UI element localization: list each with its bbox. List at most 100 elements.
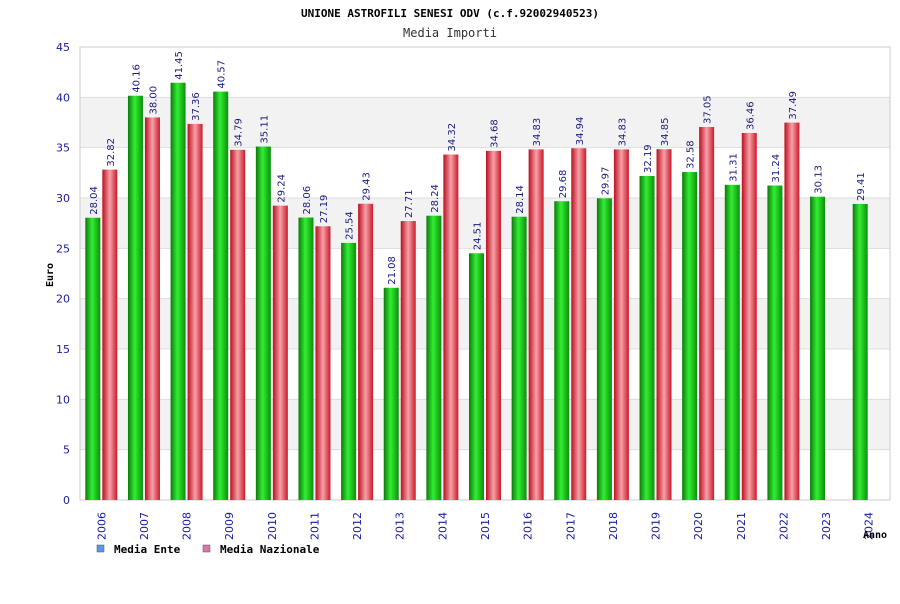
y-axis-label: Euro [45, 263, 56, 287]
bar-media-ente-2021 [724, 184, 740, 500]
data-label: 29.97 [600, 167, 611, 196]
data-label: 21.08 [387, 256, 398, 285]
data-label: 31.31 [728, 153, 739, 182]
data-label: 34.83 [532, 118, 543, 147]
bar-media-nazionale-2017 [571, 148, 587, 500]
x-tick-label: 2014 [436, 512, 449, 540]
x-tick-label: 2019 [650, 512, 663, 540]
x-tick-label: 2011 [308, 512, 321, 540]
data-label: 34.79 [234, 118, 245, 147]
bar-media-nazionale-2022 [784, 122, 800, 500]
bars-group [85, 82, 868, 501]
y-tick-label: 15 [56, 343, 70, 356]
data-label: 40.16 [131, 64, 142, 93]
y-tick-label: 10 [56, 393, 70, 406]
x-tick-label: 2020 [692, 512, 705, 540]
y-axis: 0 5 10 15 20 25 30 35 40 45 [56, 41, 70, 507]
bar-media-ente-2017 [554, 201, 570, 501]
data-label: 29.41 [856, 172, 867, 201]
bar-media-nazionale-2019 [656, 149, 672, 500]
data-label: 27.71 [404, 189, 415, 218]
bar-media-nazionale-2008 [187, 123, 203, 500]
y-tick-label: 20 [56, 293, 70, 306]
bar-media-ente-2024 [852, 203, 868, 500]
y-tick-label: 40 [56, 91, 70, 104]
x-tick-label: 2008 [181, 512, 194, 540]
x-tick-label: 2012 [351, 512, 364, 540]
data-label: 35.11 [259, 115, 270, 144]
data-label: 37.49 [788, 91, 799, 120]
data-label: 38.00 [148, 86, 159, 115]
x-tick-label: 2006 [95, 512, 108, 540]
bar-media-nazionale-2020 [699, 127, 715, 500]
bar-media-nazionale-2009 [230, 149, 246, 500]
data-label: 34.85 [660, 118, 671, 147]
y-tick-label: 0 [63, 494, 70, 507]
bar-media-ente-2019 [639, 175, 655, 501]
x-tick-label: 2018 [607, 512, 620, 540]
x-tick-label: 2016 [522, 512, 535, 540]
bar-media-ente-2013 [383, 287, 399, 500]
bar-media-ente-2014 [426, 215, 442, 500]
x-axis: 2006 2007 2008 2009 2010 2011 2012 2013 2014 2015… [95, 512, 875, 540]
y-tick-label: 25 [56, 242, 70, 255]
bar-media-nazionale-2018 [613, 149, 629, 501]
x-tick-label: 2015 [479, 512, 492, 540]
bar-media-nazionale-2016 [528, 149, 544, 501]
bar-media-ente-2012 [341, 242, 357, 500]
bar-media-nazionale-2015 [486, 150, 501, 500]
bar-media-ente-2007 [127, 95, 143, 501]
data-label: 31.24 [771, 154, 782, 183]
bar-media-nazionale-2014 [443, 154, 459, 500]
data-labels-group: 28.04 32.82 40.16 38.00 41.45 37.36 40.57 34.79… [89, 51, 867, 285]
bar-media-nazionale-2007 [144, 117, 160, 500]
x-tick-label: 2021 [735, 512, 748, 540]
bar-media-nazionale-2013 [400, 221, 416, 500]
data-label: 34.32 [447, 123, 458, 152]
legend-swatch-media-nazionale [202, 544, 211, 553]
bar-media-ente-2006 [85, 217, 101, 501]
bar-media-ente-2023 [810, 196, 826, 500]
bar-media-ente-2022 [767, 185, 783, 500]
bar-media-ente-2018 [596, 198, 612, 500]
bar-media-nazionale-2006 [102, 169, 118, 500]
x-tick-label: 2024 [863, 512, 876, 540]
bar-media-nazionale-2011 [315, 226, 331, 500]
legend: Media Ente Media Nazionale [96, 543, 320, 556]
bar-media-nazionale-2012 [358, 203, 374, 500]
data-label: 29.43 [362, 172, 373, 201]
y-tick-label: 5 [63, 444, 70, 457]
x-tick-label: 2013 [394, 512, 407, 540]
bar-media-ente-2016 [511, 216, 527, 500]
bar-media-ente-2008 [170, 82, 186, 500]
bar-media-nazionale-2021 [741, 132, 757, 500]
data-label: 30.13 [814, 165, 825, 194]
x-tick-label: 2010 [266, 512, 279, 540]
legend-label-media-nazionale: Media Nazionale [220, 543, 320, 556]
data-label: 32.19 [643, 144, 654, 173]
data-label: 29.68 [558, 170, 569, 199]
chart-title: UNIONE ASTROFILI SENESI ODV (c.f.9200294… [301, 7, 599, 20]
bar-media-ente-2010 [255, 146, 271, 500]
data-label: 24.51 [473, 222, 484, 251]
data-label: 28.06 [302, 186, 313, 215]
legend-swatch-media-ente [96, 544, 105, 553]
data-label: 27.19 [319, 195, 330, 224]
data-label: 28.14 [515, 185, 526, 214]
data-label: 25.54 [345, 211, 356, 240]
data-label: 34.94 [575, 117, 586, 146]
data-label: 36.46 [745, 101, 756, 130]
bar-media-nazionale-2010 [272, 205, 288, 500]
data-label: 34.68 [490, 119, 501, 148]
x-tick-label: 2017 [564, 512, 577, 540]
data-label: 29.24 [276, 174, 287, 203]
data-label: 28.04 [89, 186, 100, 215]
x-tick-label: 2009 [223, 512, 236, 540]
data-label: 37.05 [703, 95, 714, 124]
data-label: 34.83 [617, 118, 628, 147]
x-tick-label: 2023 [820, 512, 833, 540]
x-axis-label: Anno [863, 530, 887, 541]
y-tick-label: 30 [56, 192, 70, 205]
